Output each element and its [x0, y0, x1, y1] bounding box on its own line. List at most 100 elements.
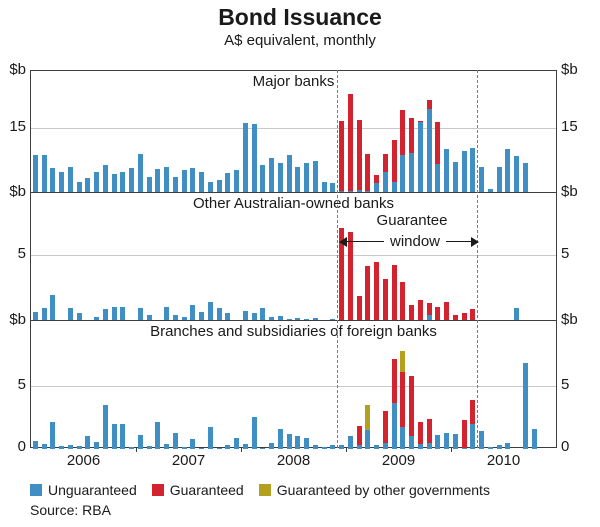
bar-segment-unguaranteed — [260, 165, 266, 192]
guarantee-window-annotation-line2: window — [389, 233, 441, 250]
bar-segment-other_governments — [400, 351, 406, 372]
gridline — [31, 386, 556, 387]
bar-segment-unguaranteed — [330, 445, 336, 449]
bar-segment-unguaranteed — [216, 179, 222, 192]
bar-segment-unguaranteed — [487, 447, 493, 449]
bar-segment-unguaranteed — [304, 163, 310, 192]
bar-segment-unguaranteed — [304, 438, 310, 449]
panel-major-banks: Major banks — [31, 71, 556, 193]
bar-segment-guaranteed — [470, 308, 476, 320]
bar-segment-unguaranteed — [50, 168, 56, 192]
legend-swatch-other-governments-icon — [258, 484, 271, 496]
bar-segment-unguaranteed — [461, 447, 467, 449]
legend-label-other-governments: Guaranteed by other governments — [276, 482, 490, 498]
bar-segment-guaranteed — [435, 121, 441, 164]
bar-segment-unguaranteed — [330, 318, 336, 320]
bar-segment-unguaranteed — [312, 318, 318, 320]
bar-segment-unguaranteed — [59, 171, 65, 192]
bar-segment-guaranteed — [409, 375, 415, 437]
bar-segment-unguaranteed — [277, 428, 283, 449]
bar-segment-unguaranteed — [207, 427, 213, 449]
bar-segment-guaranteed — [391, 265, 397, 320]
bar-segment-unguaranteed — [277, 163, 283, 192]
bar-segment-unguaranteed — [426, 314, 432, 320]
bar-segment-guaranteed — [426, 418, 432, 443]
bar-segment-other_governments — [365, 404, 371, 430]
bar-segment-unguaranteed — [102, 165, 108, 192]
chart-subtitle: A$ equivalent, monthly — [224, 32, 376, 49]
legend-label-guaranteed: Guaranteed — [169, 482, 244, 498]
gridline — [31, 128, 556, 129]
bar-segment-unguaranteed — [67, 445, 73, 449]
bar-segment-guaranteed — [417, 300, 423, 320]
bar-segment-unguaranteed — [216, 447, 222, 449]
bar-segment-unguaranteed — [76, 182, 82, 192]
bar-segment-unguaranteed — [461, 151, 467, 192]
bar-segment-unguaranteed — [155, 422, 161, 449]
bar-segment-guaranteed — [426, 302, 432, 315]
bar-segment-unguaranteed — [216, 308, 222, 320]
guarantee-window-arrow-left-line — [346, 241, 384, 242]
bar-segment-unguaranteed — [225, 445, 231, 449]
bar-segment-unguaranteed — [111, 306, 117, 320]
y-axis-unit-label: $b — [561, 311, 578, 328]
bar-segment-unguaranteed — [242, 310, 248, 320]
bar-segment-unguaranteed — [94, 172, 100, 192]
bar-segment-unguaranteed — [321, 181, 327, 192]
y-axis-tick-label: 5 — [17, 245, 26, 262]
bar-segment-unguaranteed — [356, 444, 362, 449]
bar-segment-unguaranteed — [67, 166, 73, 192]
bar-segment-unguaranteed — [102, 404, 108, 449]
bar-segment-unguaranteed — [514, 308, 520, 320]
bar-segment-guaranteed — [356, 426, 362, 445]
bar-segment-unguaranteed — [522, 163, 528, 192]
bar-segment-unguaranteed — [120, 171, 126, 192]
bar-segment-unguaranteed — [50, 294, 56, 320]
y-axis-tick-label: 15 — [561, 118, 578, 135]
legend-item-unguaranteed: Unguaranteed — [30, 482, 137, 498]
bar-segment-unguaranteed — [94, 442, 100, 449]
bar-segment-unguaranteed — [269, 443, 275, 449]
bar-segment-unguaranteed — [452, 433, 458, 449]
bar-segment-unguaranteed — [172, 433, 178, 449]
bar-segment-unguaranteed — [426, 442, 432, 449]
bar-segment-unguaranteed — [137, 435, 143, 449]
bar-segment-guaranteed — [461, 313, 467, 320]
y-axis-zero-label: 0 — [17, 438, 26, 455]
bar-segment-unguaranteed — [496, 445, 502, 449]
x-axis-year-label: 2007 — [171, 452, 206, 469]
bar-segment-unguaranteed — [199, 448, 205, 449]
bar-segment-guaranteed — [382, 154, 388, 173]
bar-segment-unguaranteed — [382, 442, 388, 449]
bar-segment-guaranteed — [365, 265, 371, 320]
bar-segment-unguaranteed — [295, 318, 301, 320]
bar-segment-unguaranteed — [67, 308, 73, 320]
bar-segment-unguaranteed — [76, 313, 82, 320]
bar-segment-unguaranteed — [417, 122, 423, 192]
bar-segment-unguaranteed — [76, 446, 82, 449]
bar-segment-unguaranteed — [347, 190, 353, 192]
source-note: Source: RBA — [30, 502, 111, 518]
bar-segment-unguaranteed — [269, 317, 275, 320]
bar-segment-unguaranteed — [32, 312, 38, 320]
bar-segment-unguaranteed — [234, 169, 240, 192]
bar-segment-unguaranteed — [85, 178, 91, 192]
bar-segment-unguaranteed — [242, 443, 248, 449]
bar-segment-unguaranteed — [225, 173, 231, 192]
bar-segment-unguaranteed — [479, 431, 485, 449]
bar-segment-unguaranteed — [181, 169, 187, 192]
bar-segment-unguaranteed — [120, 423, 126, 449]
bar-segment-unguaranteed — [129, 168, 135, 192]
bar-segment-unguaranteed — [41, 155, 47, 192]
legend-swatch-guaranteed-icon — [151, 484, 164, 496]
bar-segment-guaranteed — [470, 399, 476, 424]
guarantee-window-arrow-right-icon — [471, 237, 479, 247]
bar-segment-unguaranteed — [435, 435, 441, 449]
panel-title-foreign-banks: Branches and subsidiaries of foreign ban… — [150, 323, 437, 340]
bar-segment-unguaranteed — [487, 188, 493, 192]
bar-segment-unguaranteed — [505, 148, 511, 192]
panel-other-australian-banks: Other Australian-owned banks — [31, 193, 556, 321]
bar-segment-guaranteed — [426, 100, 432, 110]
bar-segment-unguaranteed — [286, 318, 292, 320]
